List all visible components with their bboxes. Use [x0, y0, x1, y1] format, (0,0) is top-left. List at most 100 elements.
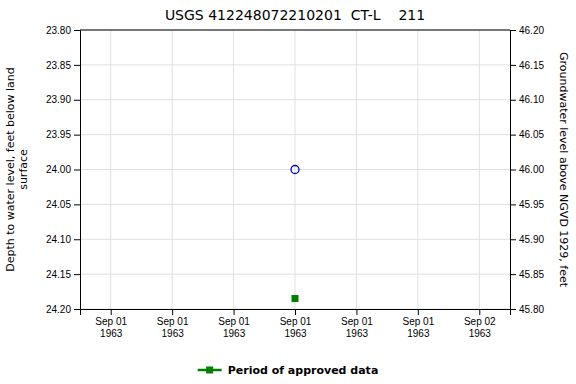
tick-label: Sep 011963	[157, 316, 189, 339]
tick-label: 23.90	[46, 94, 71, 105]
tick-mark	[172, 309, 173, 315]
tick: Sep 011963	[218, 309, 250, 339]
text-line: Sep 01	[403, 316, 435, 327]
tick: 24.00	[46, 164, 80, 175]
tick: 46.05	[510, 129, 544, 140]
text-line: 1963	[407, 328, 430, 339]
text-line: Sep 02	[464, 316, 496, 327]
tick: 23.90	[46, 94, 80, 105]
text-line: 1963	[162, 328, 185, 339]
y2-axis: 46.20 46.15 46.10 46.05 46.00 45.95 45.90 45.85…	[510, 25, 544, 315]
text-line: Sep 01	[280, 316, 312, 327]
tick-mark	[510, 239, 516, 240]
text-line: 1963	[346, 328, 369, 339]
tick: 46.00	[510, 164, 544, 175]
axis-line	[81, 310, 511, 316]
tick-mark	[418, 309, 419, 315]
legend: Period of approved data	[198, 364, 379, 377]
tick: Sep 011963	[95, 309, 127, 339]
grid-line	[80, 99, 510, 100]
axis-line	[511, 31, 517, 310]
tick-mark	[510, 65, 516, 66]
y-axis: 23.80 23.85 23.90 23.95 24.00 24.05 24.10 24.15…	[46, 25, 81, 315]
grid-line	[80, 239, 510, 240]
tick-label: 46.10	[519, 94, 544, 105]
legend-swatch	[207, 367, 213, 373]
tick-label: Sep 011963	[218, 316, 250, 339]
tick-mark	[74, 30, 80, 31]
tick-mark	[510, 100, 516, 101]
tick-label: 24.15	[46, 269, 71, 280]
tick: 46.20	[510, 25, 544, 36]
tick-mark	[74, 239, 80, 240]
text-line: Sep 01	[157, 316, 189, 327]
tick-label: 46.00	[519, 164, 544, 175]
tick-mark	[510, 309, 516, 310]
tick-label: 45.80	[519, 304, 544, 315]
tick-label: 24.00	[46, 164, 71, 175]
point	[291, 166, 299, 174]
tick: 24.15	[46, 269, 80, 280]
tick-mark	[74, 100, 80, 101]
tick-label: 45.85	[519, 269, 544, 280]
grid-line	[80, 204, 510, 205]
tick: 24.05	[46, 199, 80, 210]
tick-mark	[74, 204, 80, 205]
tick-label: 46.05	[519, 129, 544, 140]
tick-label: 23.80	[46, 25, 71, 36]
y-axis-title: Depth to water level, feet below landsur…	[4, 67, 30, 272]
text-line: Sep 01	[95, 316, 127, 327]
tick-label: 46.20	[519, 25, 544, 36]
tick: 45.80	[510, 304, 544, 315]
plot: Sep 011963Sep 011963Sep 011963Sep 011963…	[4, 25, 570, 339]
grid-line	[80, 169, 510, 170]
tick-label: 45.90	[519, 234, 544, 245]
tick-mark	[111, 309, 112, 315]
tick-mark	[74, 309, 80, 310]
tick-mark	[510, 204, 516, 205]
tick-label: 23.85	[46, 60, 71, 71]
grid-line	[80, 134, 510, 135]
tick-label: Sep 011963	[95, 316, 127, 339]
tick-mark	[510, 274, 516, 275]
title: USGS 412248072210201 CT-L 211	[165, 7, 425, 23]
marks	[291, 166, 299, 302]
tick: 24.20	[46, 304, 80, 315]
tick: Sep 011963	[157, 309, 189, 339]
legend-label: Period of approved data	[228, 364, 379, 377]
tick: 24.10	[46, 234, 80, 245]
tick-mark	[74, 170, 80, 171]
tick-mark	[295, 309, 296, 315]
tick: 46.10	[510, 94, 544, 105]
tick-label: 24.20	[46, 304, 71, 315]
tick-label: 46.15	[519, 60, 544, 71]
chart: Sep 011963Sep 011963Sep 011963Sep 011963…	[0, 0, 576, 384]
grid-line	[80, 274, 510, 275]
tick: 45.95	[510, 199, 544, 210]
tick: Sep 011963	[280, 309, 312, 339]
point	[292, 296, 298, 302]
frame	[80, 30, 510, 31]
tick-mark	[479, 309, 480, 315]
text-line: 1963	[284, 328, 307, 339]
grid-line	[80, 64, 510, 65]
grid	[80, 30, 510, 309]
tick-mark	[74, 65, 80, 66]
tick: 45.85	[510, 269, 544, 280]
text-line: 1963	[223, 328, 246, 339]
tick-label: 45.95	[519, 199, 544, 210]
tick-mark	[510, 170, 516, 171]
legend-item: Period of approved data	[198, 364, 379, 377]
x-axis: Sep 011963Sep 011963Sep 011963Sep 011963…	[81, 309, 511, 339]
tick: 23.95	[46, 129, 80, 140]
tick-mark	[74, 135, 80, 136]
text-line: Sep 01	[218, 316, 250, 327]
tick: 46.15	[510, 60, 544, 71]
tick-mark	[510, 135, 516, 136]
tick-mark	[234, 309, 235, 315]
text-line: surface	[17, 149, 30, 190]
tick-mark	[356, 309, 357, 315]
y2-axis-title: Groundwater level above NGVD 1929, feet	[557, 52, 570, 288]
tick: 45.90	[510, 234, 544, 245]
tick: 23.85	[46, 60, 80, 71]
